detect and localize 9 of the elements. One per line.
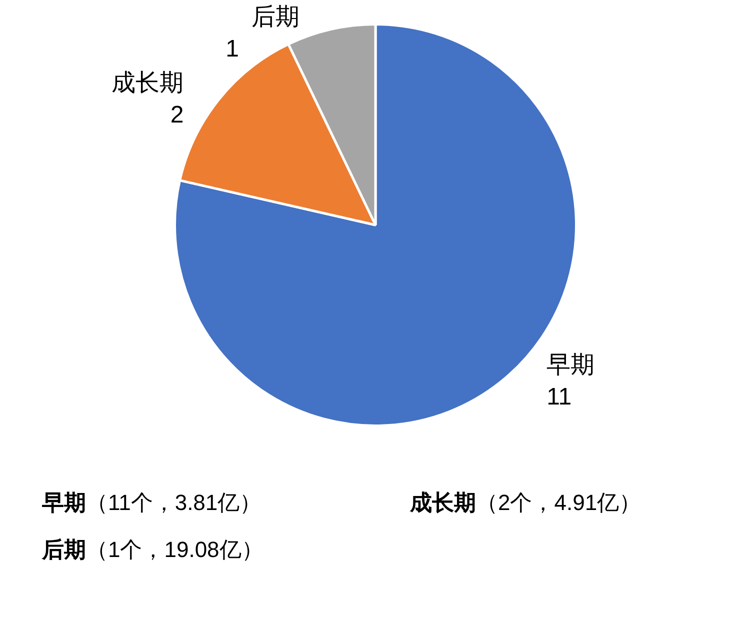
slice-label: 早期 (546, 352, 595, 379)
text: 成长期（2个，4.91亿） (410, 489, 642, 517)
data-label: 1 (226, 36, 239, 63)
data-label: 2 (170, 101, 184, 128)
slice-label: 后期 (252, 4, 300, 31)
slice-label: 成长期 (112, 69, 184, 96)
data-label: 11 (546, 384, 572, 411)
text: 后期（1个，19.08亿） (42, 536, 264, 564)
text: 早期（11个，3.81亿） (42, 489, 263, 517)
